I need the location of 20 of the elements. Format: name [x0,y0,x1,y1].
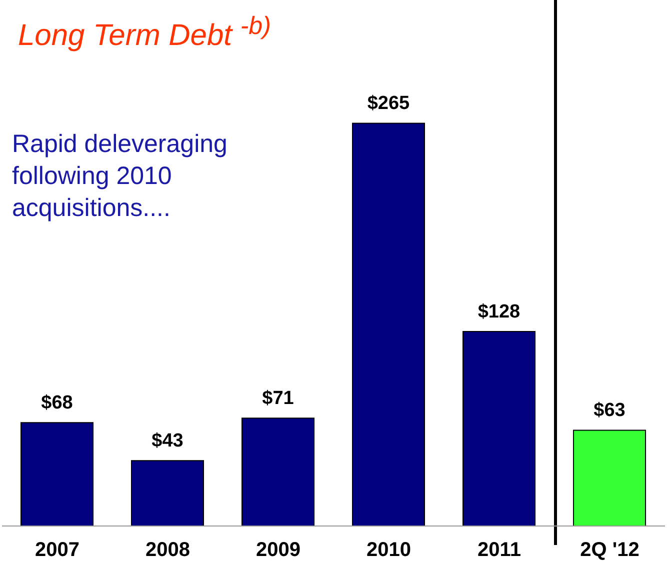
bar [462,330,536,526]
bar [573,430,646,526]
data-label: $63 [594,400,626,422]
chart-title: Long Term Debt $^{-b)}$ [18,12,271,53]
x-tick-label: 2010 [366,539,411,562]
x-tick-label: 2008 [146,539,190,562]
bar [352,122,425,526]
x-tick-label: 2009 [256,539,300,562]
data-label: $265 [367,93,410,114]
bar [20,422,94,526]
bar [131,460,204,526]
annotation: Rapid deleveraging following 2010 acquisitions.... [12,129,228,224]
bar [242,418,314,526]
data-label: $71 [262,388,294,410]
x-tick-label: 2Q '12 [580,539,640,562]
data-label: $68 [41,392,73,414]
data-label: $43 [152,430,184,452]
x-tick-label: 2011 [478,539,521,562]
data-label: $128 [478,301,520,322]
x-tick-label: 2007 [35,539,80,562]
